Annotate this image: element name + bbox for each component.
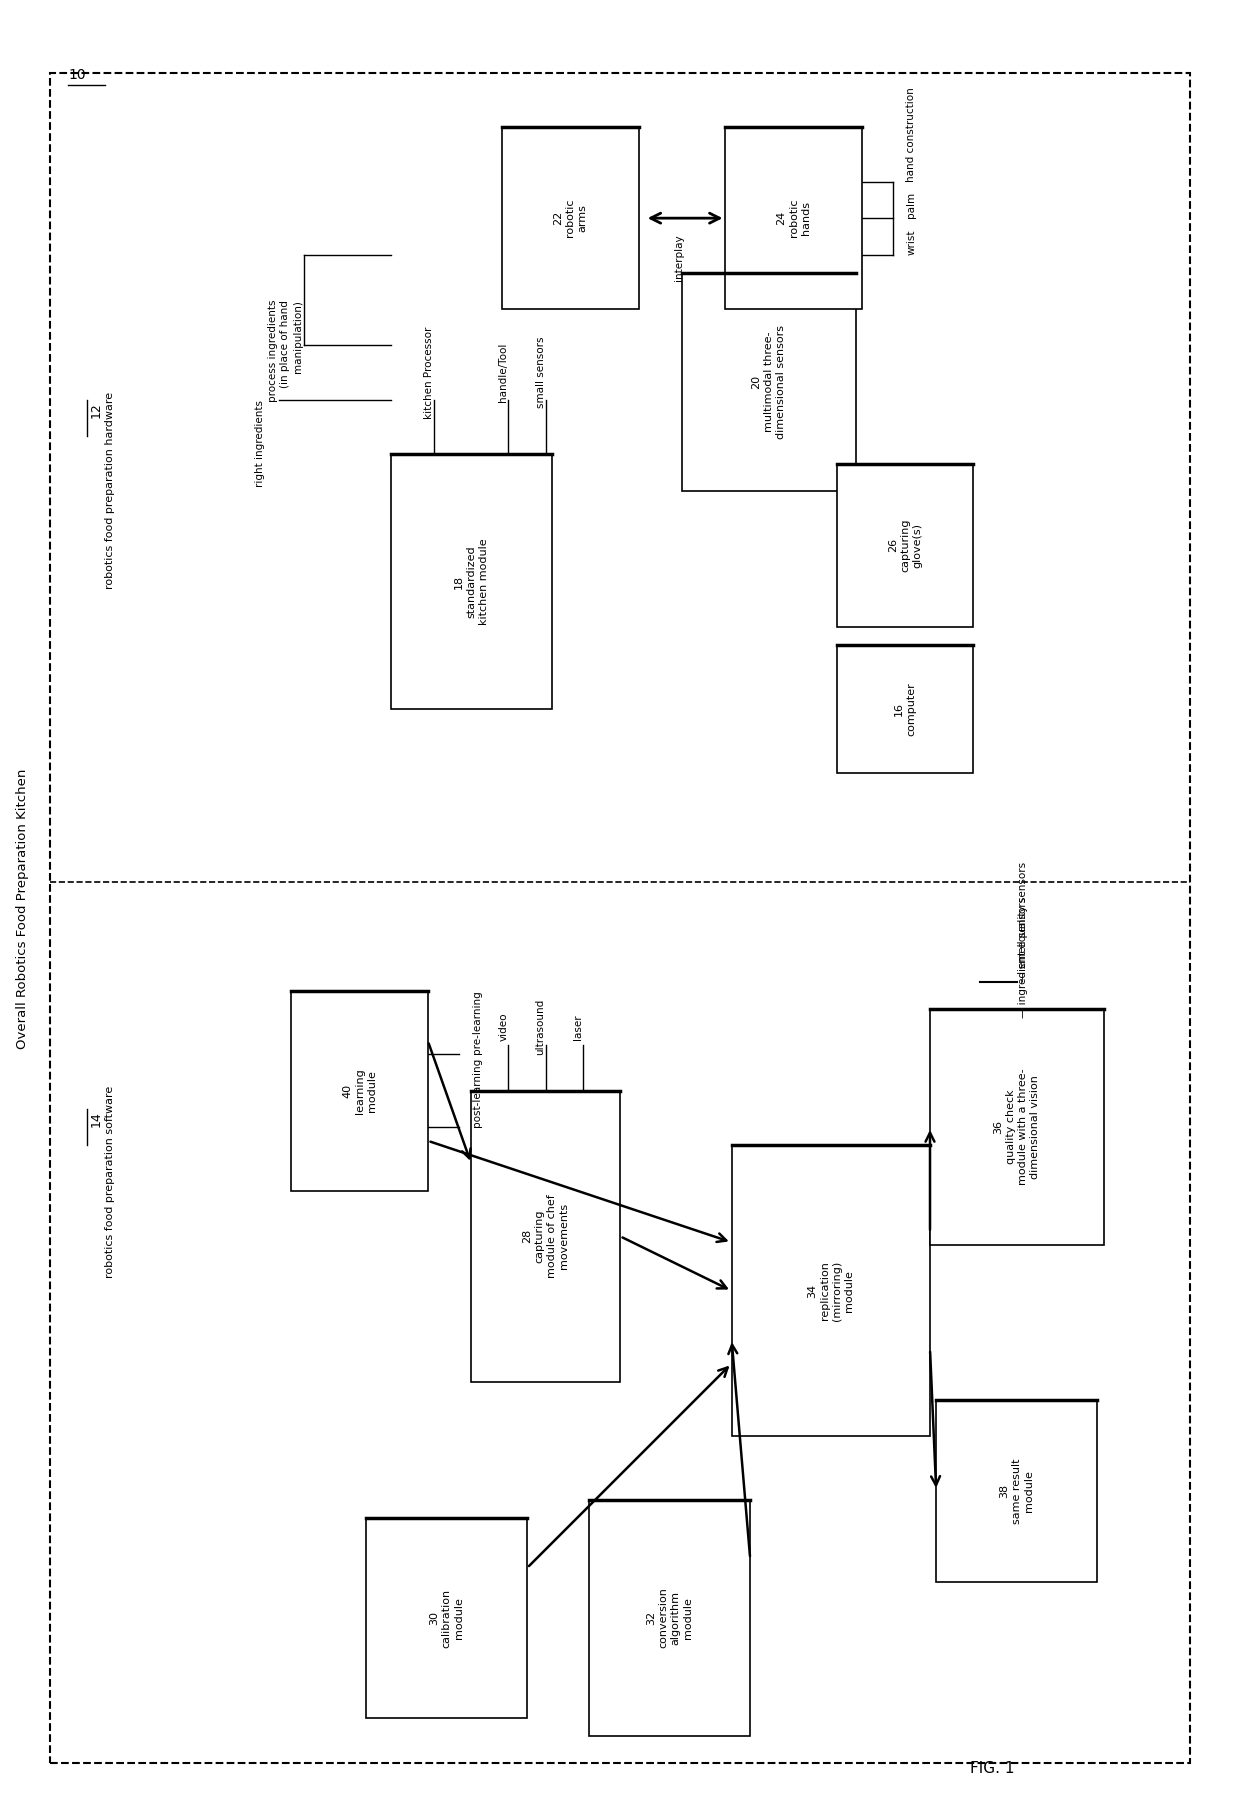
Text: small sensors: small sensors [536, 336, 546, 409]
Text: Overall Robotics Food Preparation Kitchen: Overall Robotics Food Preparation Kitche… [16, 769, 29, 1049]
Text: 26
capturing
glove(s): 26 capturing glove(s) [888, 518, 923, 573]
Bar [291, 991, 428, 1191]
Text: laser: laser [573, 1014, 583, 1040]
Text: 40
learning
module: 40 learning module [342, 1067, 377, 1114]
Text: 10: 10 [68, 67, 86, 82]
Text: 18
standardized
kitchen module: 18 standardized kitchen module [454, 538, 489, 625]
Text: interplay: interplay [675, 235, 684, 282]
Bar [682, 273, 856, 491]
Bar [502, 127, 639, 309]
Text: 20
multimodal three-
dimensional sensors: 20 multimodal three- dimensional sensors [751, 325, 786, 438]
Text: right ingredients: right ingredients [255, 400, 265, 487]
Text: 16
computer: 16 computer [894, 682, 916, 736]
Text: wrist: wrist [906, 229, 916, 255]
Text: handle/Tool: handle/Tool [498, 344, 508, 402]
Bar [366, 1518, 527, 1718]
Bar [837, 645, 973, 773]
Text: 28
capturing
module of chef
movements: 28 capturing module of chef movements [522, 1194, 569, 1278]
Text: 36
quality check
module with a three-
dimensional vision: 36 quality check module with a three- di… [993, 1069, 1040, 1185]
Bar [725, 127, 862, 309]
Text: — smell sensors: — smell sensors [1018, 896, 1028, 982]
Text: FIG. 1: FIG. 1 [970, 1762, 1014, 1776]
Text: — ingredient equality sensors: — ingredient equality sensors [1018, 862, 1028, 1018]
Bar [391, 454, 552, 709]
Text: 32
conversion
algorithm
module: 32 conversion algorithm module [646, 1587, 693, 1649]
Text: hand construction: hand construction [906, 87, 916, 182]
Text: kitchen Processor: kitchen Processor [424, 327, 434, 418]
Text: 22
robotic
arms: 22 robotic arms [553, 198, 588, 238]
Bar [471, 1091, 620, 1382]
Text: 24
robotic
hands: 24 robotic hands [776, 198, 811, 238]
Bar [936, 1400, 1097, 1582]
Bar [837, 464, 973, 627]
Text: 12: 12 [89, 402, 102, 418]
Text: robotics food preparation software: robotics food preparation software [105, 1085, 115, 1278]
Text: post-learning: post-learning [472, 1058, 482, 1127]
Bar [732, 1145, 930, 1436]
Bar [930, 1009, 1104, 1245]
Text: 14: 14 [89, 1111, 102, 1127]
Text: 38
same result
module: 38 same result module [999, 1458, 1034, 1523]
Text: 34
replication
(mirroring)
module: 34 replication (mirroring) module [807, 1260, 854, 1322]
Text: process ingredients
(in place of hand
manipulation): process ingredients (in place of hand ma… [268, 300, 303, 402]
Text: robotics food preparation hardware: robotics food preparation hardware [105, 393, 115, 589]
Text: pre-learning: pre-learning [472, 991, 482, 1054]
Text: 30
calibration
module: 30 calibration module [429, 1589, 464, 1647]
Text: palm: palm [906, 193, 916, 218]
Bar [589, 1500, 750, 1736]
Text: ultrasound: ultrasound [536, 1000, 546, 1054]
Text: video: video [498, 1013, 508, 1042]
